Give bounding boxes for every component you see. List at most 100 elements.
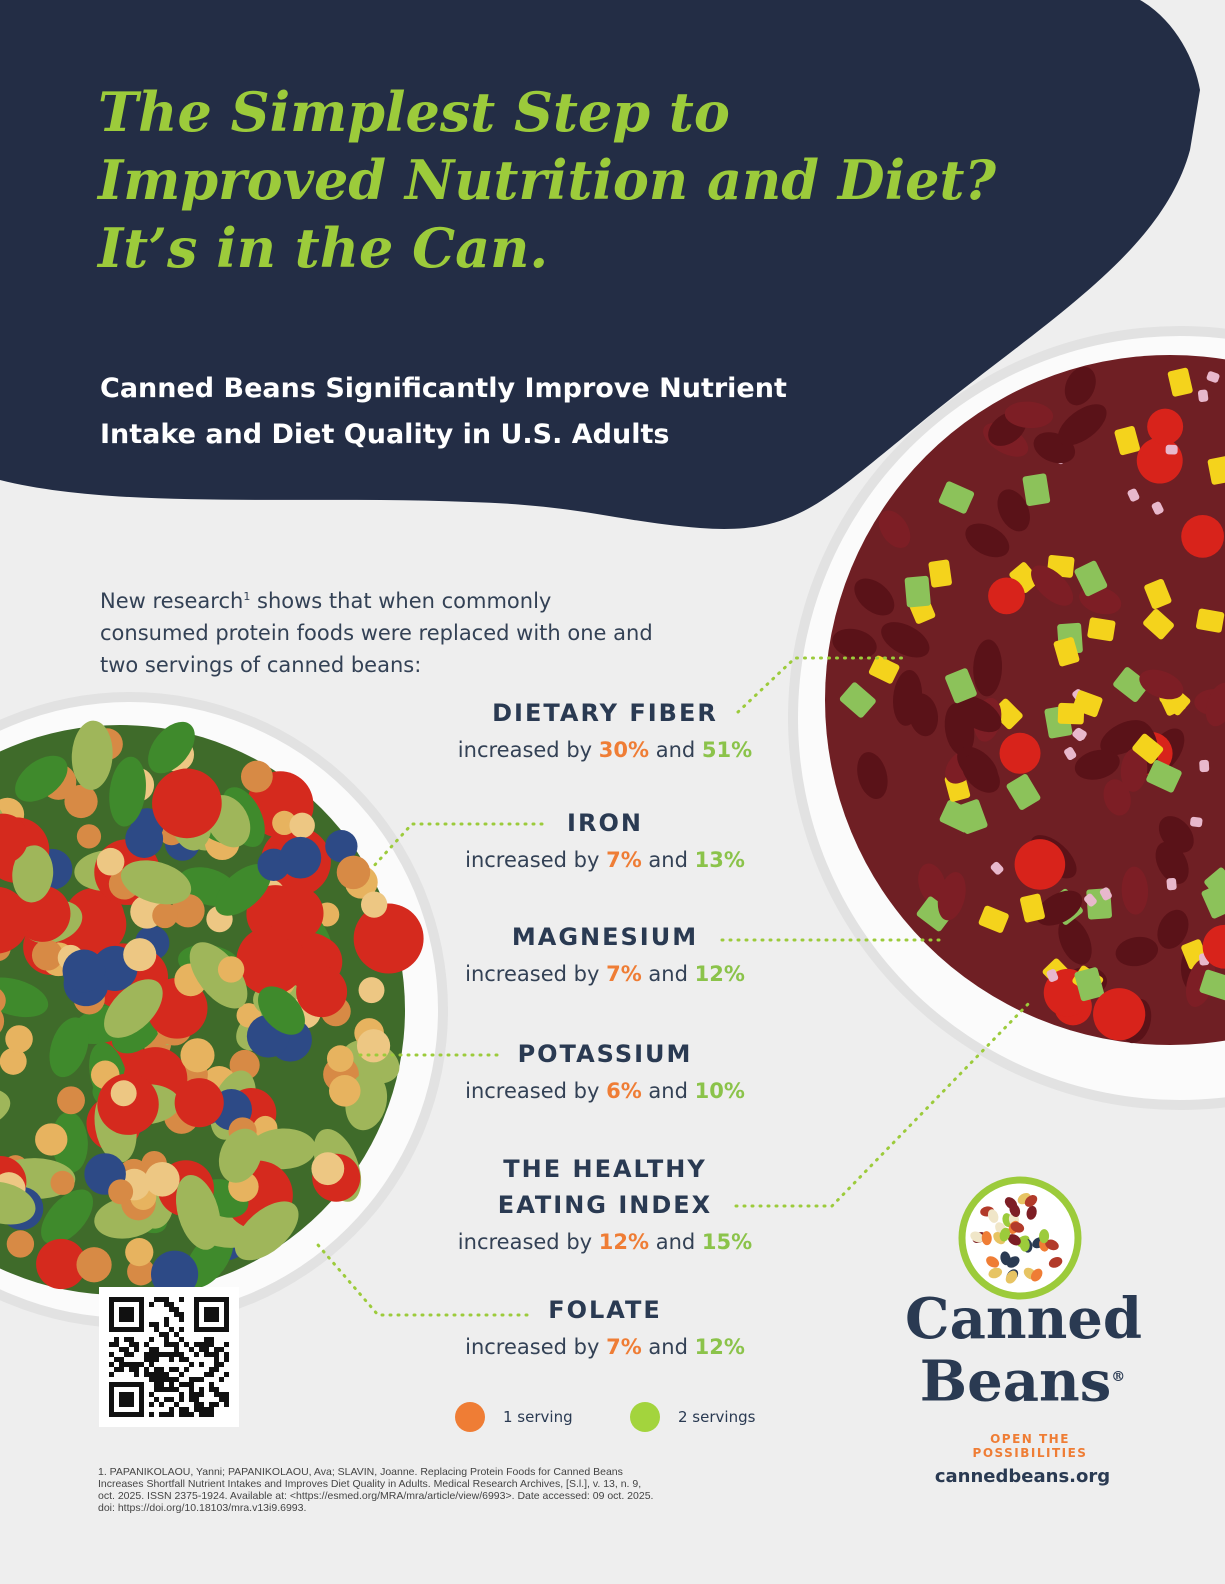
logo-bean bbox=[1009, 1203, 1021, 1217]
cucumber bbox=[1074, 967, 1105, 1002]
nutrient-folate: FOLATE increased by 7% and 12% bbox=[420, 1292, 790, 1364]
cucumber bbox=[1199, 969, 1225, 1001]
kidney-bean bbox=[1058, 917, 1092, 965]
logo-bean bbox=[987, 1209, 999, 1223]
chickpea bbox=[336, 855, 371, 890]
tomato-half bbox=[152, 768, 222, 839]
registered-mark: ® bbox=[1111, 1369, 1126, 1385]
increase-conjunction: and bbox=[648, 848, 688, 872]
nutrient-name: EATING INDEX bbox=[497, 1191, 713, 1219]
one-serving-value: 6% bbox=[606, 1079, 642, 1103]
yellow-pepper bbox=[1143, 608, 1174, 640]
website-link[interactable]: cannedbeans.org bbox=[934, 1466, 1111, 1487]
basil-leaf bbox=[0, 977, 49, 1018]
red-onion bbox=[1190, 816, 1203, 828]
red-onion bbox=[1084, 893, 1097, 907]
legend-label: 2 servings bbox=[678, 1408, 756, 1426]
cucumber bbox=[1146, 760, 1182, 793]
red-onion bbox=[1197, 389, 1209, 402]
yellow-pepper bbox=[1207, 456, 1225, 485]
nutrient-increase: increased by 7% and 12% bbox=[420, 1330, 790, 1364]
avocado-slice bbox=[218, 1128, 262, 1183]
legend-two-servings: 2 servings bbox=[630, 1402, 755, 1432]
red-onion bbox=[990, 861, 1004, 875]
qr-code[interactable] bbox=[99, 1287, 239, 1427]
increase-prefix: increased by bbox=[465, 962, 600, 986]
intro-paragraph: New research1 shows that when commonly c… bbox=[100, 581, 660, 681]
cherry-tomato bbox=[1014, 839, 1066, 890]
brand-wordmark: Canned Beans® bbox=[905, 1286, 1143, 1411]
nutrient-dietary-fiber: DIETARY FIBER increased by 30% and 51% bbox=[420, 695, 790, 767]
red-onion bbox=[1127, 488, 1140, 502]
basil-leaf bbox=[109, 756, 146, 827]
two-servings-value: 12% bbox=[694, 962, 745, 986]
cherry-tomato bbox=[1181, 515, 1225, 558]
avocado-slice bbox=[249, 1128, 317, 1170]
connector-fiber bbox=[736, 656, 907, 714]
kidney-bean bbox=[1121, 866, 1149, 915]
nutrient-increase: increased by 7% and 12% bbox=[420, 957, 790, 991]
chickpea bbox=[76, 824, 102, 849]
chickpea bbox=[110, 1080, 137, 1107]
kidney-bean bbox=[832, 628, 877, 659]
chickpea bbox=[76, 1247, 112, 1283]
brand-logo-mark bbox=[958, 1176, 1082, 1300]
yellow-pepper bbox=[868, 655, 900, 684]
logo-bean bbox=[1045, 1239, 1059, 1251]
nutrient-increase: increased by 30% and 51% bbox=[420, 733, 790, 767]
cherry-tomato bbox=[988, 577, 1025, 615]
kidney-bean bbox=[1115, 936, 1159, 967]
yellow-pepper bbox=[928, 559, 952, 588]
red-onion bbox=[1099, 887, 1112, 901]
avocado-slice bbox=[189, 942, 248, 1009]
increase-conjunction: and bbox=[648, 1335, 688, 1359]
blueberry bbox=[279, 836, 322, 879]
brand-line: Beans® bbox=[905, 1348, 1140, 1411]
basil-leaf bbox=[15, 755, 68, 802]
kidney-bean bbox=[1031, 565, 1074, 606]
two-servings-value: 12% bbox=[694, 1335, 745, 1359]
chickpea bbox=[31, 939, 63, 971]
avocado-slice bbox=[120, 860, 192, 905]
increase-prefix: increased by bbox=[465, 848, 600, 872]
logo-bean bbox=[986, 1256, 1000, 1268]
cherry-tomato bbox=[999, 732, 1041, 774]
logo-bean bbox=[1048, 1257, 1063, 1268]
nutrient-name: IRON bbox=[567, 809, 643, 837]
tomato-half bbox=[296, 966, 348, 1018]
logo-bean bbox=[988, 1267, 1003, 1279]
avocado-slice bbox=[104, 979, 163, 1038]
chickpea bbox=[289, 812, 315, 839]
cherry-tomato bbox=[1093, 988, 1146, 1041]
tomato-half bbox=[353, 903, 424, 974]
kidney-bean bbox=[1158, 816, 1194, 853]
citation-footnote: 1. PAPANIKOLAOU, Yanni; PAPANIKOLAOU, Av… bbox=[98, 1466, 654, 1514]
chickpea-bowl bbox=[0, 692, 448, 1328]
logo-bean bbox=[970, 1231, 984, 1243]
title-line: The Simplest Step to bbox=[98, 80, 730, 144]
nutrient-name: DIETARY FIBER bbox=[492, 699, 718, 727]
chickpea bbox=[96, 847, 125, 876]
kidney-bean bbox=[878, 510, 911, 549]
basil-leaf bbox=[148, 721, 195, 774]
kidney-bean bbox=[1139, 669, 1184, 700]
chickpea bbox=[180, 1038, 215, 1073]
chickpea bbox=[240, 760, 273, 793]
yellow-pepper bbox=[1144, 578, 1172, 610]
chickpea bbox=[123, 938, 157, 972]
yellow-pepper bbox=[1053, 637, 1080, 667]
title-line: It’s in the Can. bbox=[98, 216, 549, 280]
two-servings-value: 10% bbox=[694, 1079, 745, 1103]
increase-prefix: increased by bbox=[457, 738, 593, 762]
brand-line: Canned bbox=[905, 1286, 1143, 1352]
kidney-bean bbox=[854, 578, 895, 616]
kidney-bean bbox=[1103, 779, 1131, 816]
kidney-bean bbox=[997, 489, 1030, 532]
red-onion bbox=[1166, 877, 1177, 891]
chickpea bbox=[125, 1238, 154, 1267]
logo-bean bbox=[1030, 1268, 1043, 1282]
chickpea bbox=[57, 1086, 85, 1115]
connector-lines bbox=[316, 656, 1034, 1317]
connector-iron bbox=[370, 822, 544, 870]
